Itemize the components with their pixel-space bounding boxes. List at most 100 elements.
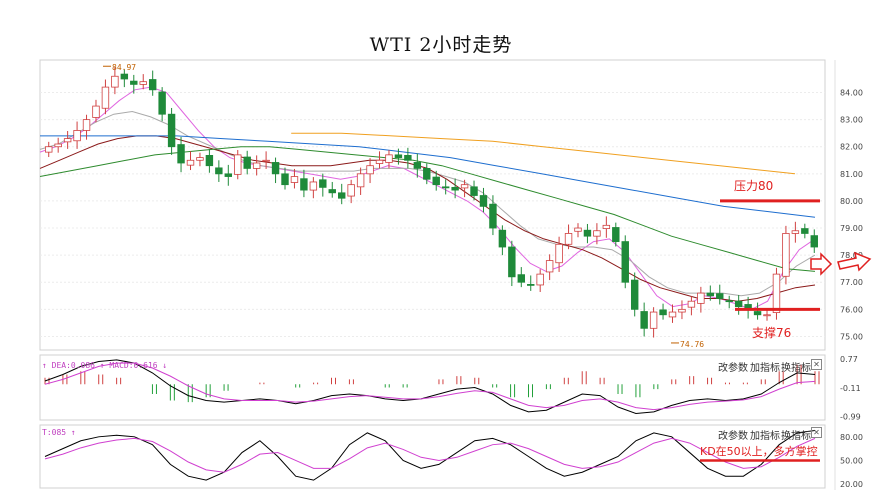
candlestick	[186, 151, 195, 171]
candlestick	[158, 87, 166, 122]
candlestick	[564, 224, 573, 250]
candle-body	[602, 224, 611, 229]
candle-body	[697, 292, 705, 304]
candle-body	[574, 227, 582, 232]
y-tick-label: 76.00	[840, 305, 863, 314]
change-params-button-macd[interactable]: 改参数	[718, 363, 748, 374]
candle-body	[432, 176, 440, 186]
candlestick	[555, 236, 563, 272]
add-indicator-button-macd[interactable]: 加指标	[750, 363, 780, 374]
candlestick	[205, 149, 214, 173]
switch-indicator-button-kd[interactable]: 换指标	[781, 431, 811, 442]
candle-body	[810, 235, 818, 248]
candle-body	[413, 162, 422, 169]
candle-body	[234, 154, 242, 175]
candlestick	[224, 164, 233, 186]
candle-body	[555, 243, 563, 264]
candlestick	[63, 131, 72, 149]
candlestick	[243, 150, 251, 175]
candlestick	[356, 167, 365, 195]
kd-annotation: KD在50以上，多方掌控	[700, 445, 818, 458]
candle-body	[725, 300, 733, 303]
candle-body	[262, 159, 270, 162]
candle-body	[678, 308, 686, 313]
candle-body	[479, 195, 488, 207]
candlestick	[668, 304, 677, 323]
kd-d-line	[44, 437, 816, 473]
moving-average-line	[39, 135, 816, 302]
kd-header: T:085 ↑	[42, 428, 76, 437]
candle-body	[120, 73, 129, 80]
macd-y-tick-label: -0.99	[840, 412, 861, 421]
candlestick	[120, 69, 129, 88]
candlestick	[725, 295, 733, 309]
candlestick	[640, 302, 648, 337]
change-params-button-kd[interactable]: 改参数	[718, 431, 748, 442]
candlestick	[782, 225, 790, 285]
candle-body	[394, 154, 403, 158]
candle-body	[148, 79, 157, 91]
candle-body	[243, 156, 251, 169]
candlestick	[716, 284, 724, 305]
main-panel-frame	[39, 59, 826, 351]
candle-body	[621, 241, 629, 283]
candle-body	[385, 154, 393, 163]
candle-body	[772, 273, 781, 313]
macd-y-tick-label: -0.11	[840, 384, 861, 393]
candlestick	[309, 177, 318, 199]
candlestick	[659, 303, 667, 320]
candlestick	[479, 187, 488, 213]
candlestick	[177, 136, 185, 173]
high-marker-label: 84.97	[112, 63, 136, 72]
candlestick	[375, 151, 384, 169]
moving-average-line	[39, 86, 816, 310]
switch-indicator-button-macd[interactable]: 换指标	[781, 363, 811, 374]
candlestick	[612, 222, 620, 247]
candlestick	[281, 167, 289, 190]
candle-body	[640, 311, 648, 329]
y-tick-label: 82.00	[840, 143, 863, 152]
macd-dea-line	[44, 362, 816, 411]
candlestick	[678, 300, 686, 320]
add-indicator-button-kd[interactable]: 加指标	[750, 431, 780, 442]
candlestick	[300, 169, 308, 198]
candle-body	[92, 105, 100, 118]
candlestick	[772, 267, 781, 320]
candle-body	[281, 173, 289, 186]
candle-body	[328, 189, 336, 194]
candle-body	[215, 167, 223, 175]
candlestick	[54, 137, 62, 153]
candlestick	[148, 70, 157, 96]
candlestick	[413, 153, 422, 178]
candle-body	[101, 86, 110, 109]
candle-body	[536, 273, 544, 286]
y-tick-label: 75.00	[840, 332, 863, 341]
candlestick	[130, 74, 138, 94]
candlestick	[101, 79, 110, 115]
candle-body	[290, 176, 299, 183]
y-tick-label: 77.00	[840, 278, 863, 287]
candle-body	[489, 203, 497, 229]
y-tick-label: 83.00	[840, 116, 863, 125]
candlestick	[338, 183, 346, 205]
candlestick	[621, 235, 629, 289]
macd-y-tick-label: 0.77	[840, 355, 858, 364]
candle-body	[356, 173, 365, 188]
candle-body	[167, 113, 176, 148]
candlestick	[734, 294, 743, 315]
chart-title: WTI 2小时走势	[369, 34, 513, 56]
kd-y-tick-label: 50.00	[840, 456, 863, 465]
candle-body	[63, 138, 72, 143]
low-marker-label: 74.76	[680, 340, 704, 349]
close-icon[interactable]: ✕	[811, 427, 822, 438]
candlestick	[763, 309, 771, 321]
candle-body	[716, 293, 724, 299]
candlestick	[593, 223, 601, 245]
candle-body	[54, 143, 62, 148]
resistance-label: 压力80	[734, 179, 774, 193]
candle-body	[111, 75, 119, 88]
close-icon[interactable]: ✕	[811, 359, 822, 370]
candle-body	[375, 159, 384, 164]
candle-body	[517, 274, 525, 283]
